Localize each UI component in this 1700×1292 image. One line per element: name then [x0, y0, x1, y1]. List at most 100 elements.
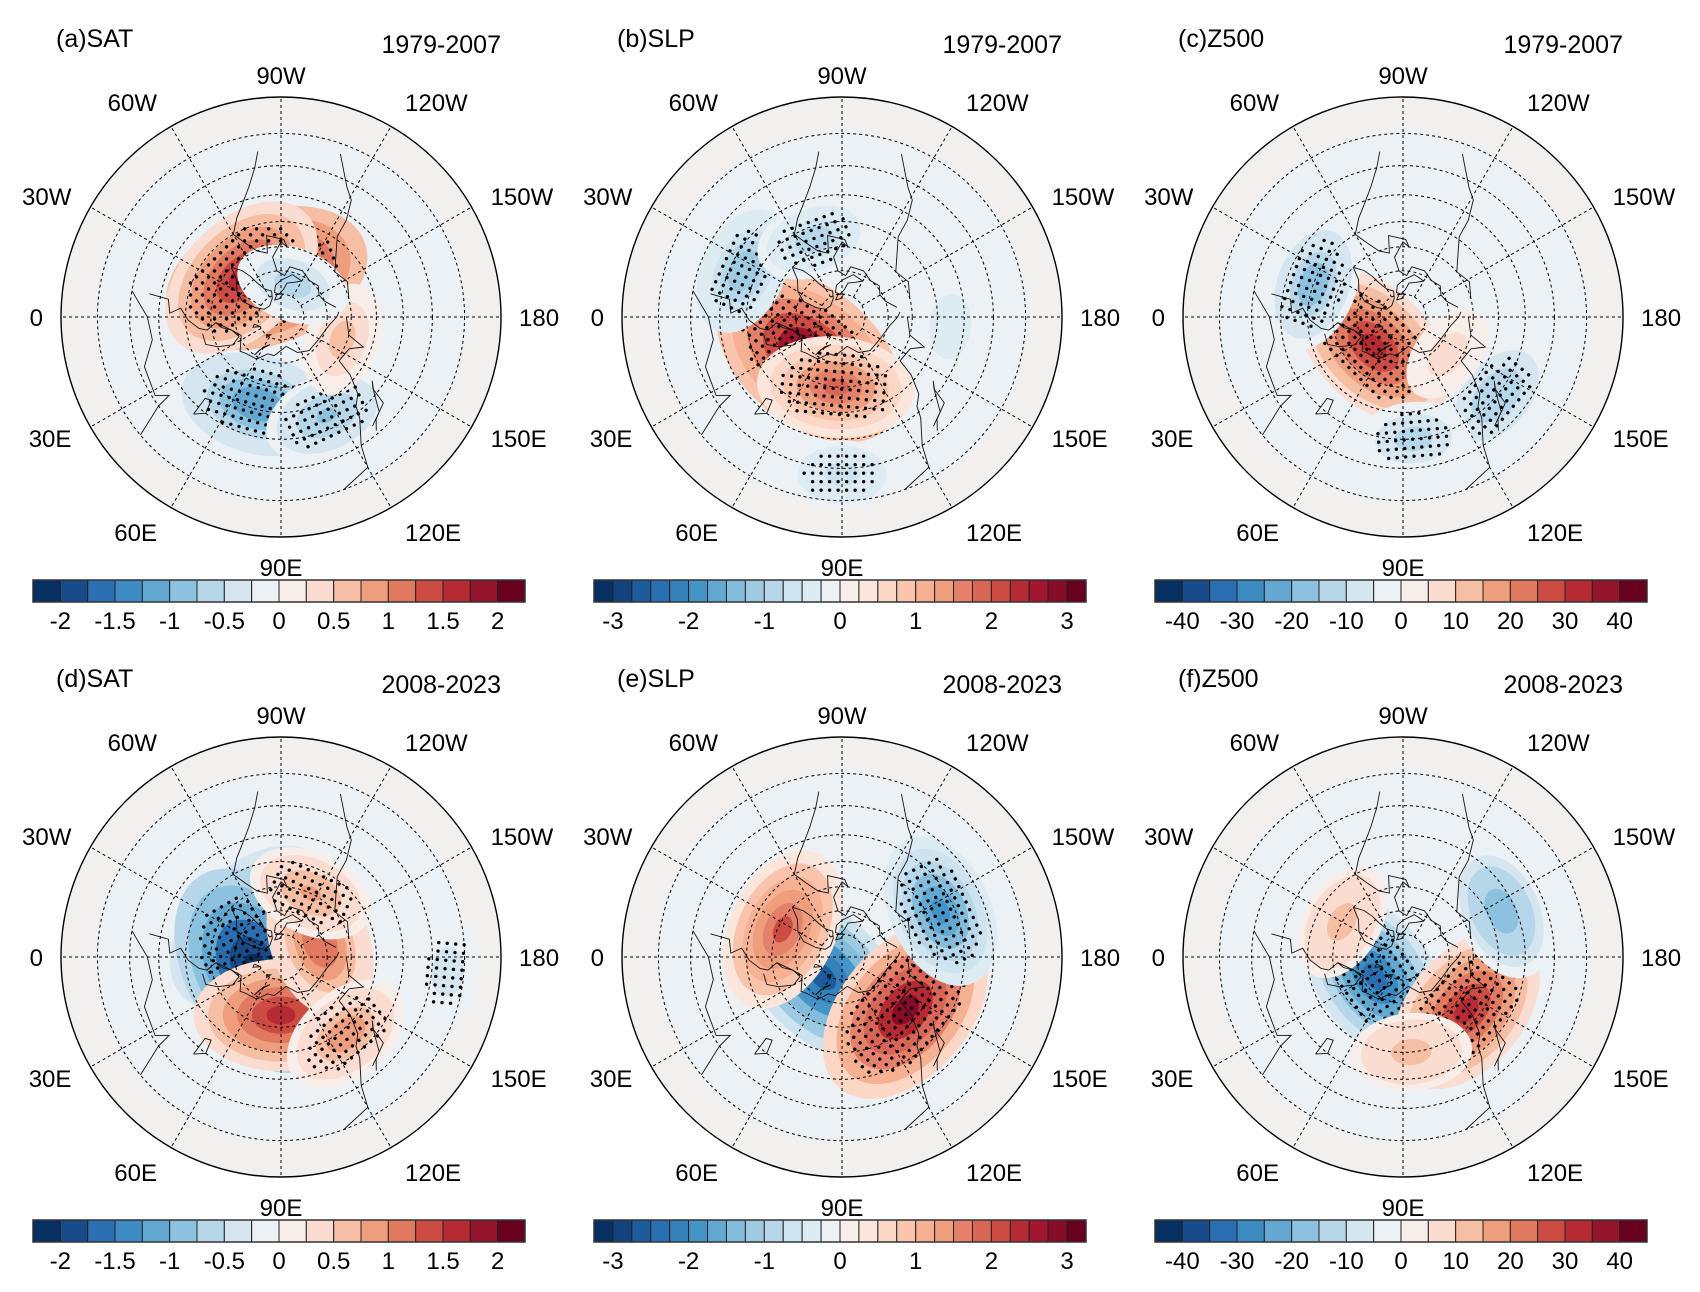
stipple-dot	[212, 257, 217, 261]
contour-level	[244, 395, 271, 413]
colorbar-box	[1591, 579, 1621, 603]
stipple-dot	[815, 244, 819, 249]
stipple-dot	[449, 993, 453, 997]
stipple-dot	[1363, 958, 1367, 962]
stipple-dot	[311, 395, 315, 400]
stipple-dot	[310, 433, 314, 438]
stipple-dot	[382, 1028, 386, 1033]
colorbar-tick-label: 0	[1394, 608, 1407, 635]
stipple-dot	[1341, 347, 1345, 352]
map-border	[1182, 96, 1624, 538]
stipple-dot	[923, 1029, 928, 1033]
stipple-dot	[782, 229, 786, 233]
stipple-dot	[1335, 353, 1339, 358]
stipple-dot	[849, 371, 854, 375]
stipple-dot	[1470, 414, 1474, 418]
coastline	[1493, 1020, 1506, 1071]
stipple-dot	[1485, 382, 1489, 387]
stipple-dot	[372, 1003, 376, 1008]
colorbar-box	[278, 579, 307, 603]
stipple-dot	[861, 454, 866, 458]
stipple-dot	[836, 228, 840, 232]
stipple-dot	[437, 940, 441, 945]
colorbar-box	[915, 579, 936, 603]
colorbar-tick-label: 40	[1606, 608, 1633, 635]
stipple-dot	[1392, 422, 1396, 426]
stipple-dot	[970, 953, 974, 958]
stipple-dot	[266, 227, 271, 231]
stipple-dot	[295, 872, 299, 876]
colorbar-box	[1236, 1219, 1265, 1243]
stipple-dot	[1304, 286, 1309, 291]
stipple-dot	[296, 910, 300, 914]
stipple-dot	[270, 398, 275, 402]
stipple-dot	[887, 1032, 892, 1036]
stipple-dot	[1370, 953, 1374, 957]
stipple-dot	[929, 906, 934, 911]
stipple-dot	[717, 272, 721, 276]
longitude-label-lon_150: 150E	[491, 1066, 547, 1093]
longitude-label-lon_90: 90E	[1382, 1195, 1425, 1222]
colorbar-box	[612, 1219, 633, 1243]
colorbar-box	[251, 1219, 280, 1243]
stipple-dot	[938, 865, 943, 869]
latitude-circle	[1218, 132, 1588, 502]
colorbar-tick-label: -10	[1329, 608, 1364, 635]
stipple-dot	[1507, 981, 1511, 985]
coastline	[230, 906, 273, 950]
stipple-dot	[1399, 995, 1403, 999]
coastline	[254, 344, 271, 356]
stipple-dot	[250, 375, 254, 379]
stipple-dot	[1417, 419, 1422, 424]
stipple-dot	[333, 1036, 337, 1041]
stipple-dot	[916, 1011, 920, 1016]
colorbar-tick-label: 1.5	[426, 1248, 459, 1275]
stipple-dot	[1395, 317, 1399, 322]
stipple-dot	[812, 410, 816, 414]
stipple-dot	[808, 358, 812, 363]
stipple-dot	[810, 255, 814, 260]
coastline	[1396, 274, 1425, 295]
coastline	[1376, 344, 1393, 356]
latitude-circle	[158, 194, 404, 440]
stipple-dot	[907, 982, 912, 986]
stipple-dot	[942, 873, 946, 877]
stipple-dot	[1419, 1007, 1423, 1011]
coastline	[895, 153, 913, 299]
stipple-dot	[753, 327, 757, 331]
graticule	[61, 737, 501, 1177]
stipple-dot	[1310, 297, 1314, 302]
stipple-dot	[451, 976, 455, 980]
stipple-dot	[1336, 298, 1341, 302]
colorbar-box	[688, 1219, 709, 1243]
stipple-dot	[1478, 989, 1482, 994]
stipple-dot	[326, 407, 330, 411]
stipple-dot	[1334, 279, 1339, 283]
stipple-dot	[323, 1011, 327, 1016]
colorbar-box	[251, 579, 280, 603]
stipple-dot	[1435, 426, 1439, 431]
stipple-dot	[1396, 976, 1400, 980]
stipple-dot	[823, 241, 827, 246]
colorbar-frame	[32, 1219, 526, 1243]
stipple-dot	[1371, 341, 1375, 346]
stipple-dot	[218, 287, 223, 291]
stipple-dot	[891, 1068, 895, 1072]
stipple-dot	[1401, 359, 1405, 364]
stipple-dot	[1485, 1007, 1490, 1011]
stipple-dot	[266, 379, 271, 384]
colorbar-frame	[1154, 579, 1648, 603]
colorbar-box	[820, 1219, 841, 1243]
stipple-dot	[1368, 995, 1373, 1000]
colorbar-box	[1181, 579, 1211, 603]
stipple-dot	[827, 454, 832, 458]
stipple-dot	[1388, 950, 1393, 954]
anomaly-cold-north-pacific	[414, 920, 481, 1023]
stipple-dot	[944, 937, 948, 942]
stipple-dot	[915, 895, 919, 899]
stipple-dot	[224, 293, 229, 297]
stipple-dot	[309, 1034, 313, 1038]
stipple-dot	[891, 1002, 895, 1006]
